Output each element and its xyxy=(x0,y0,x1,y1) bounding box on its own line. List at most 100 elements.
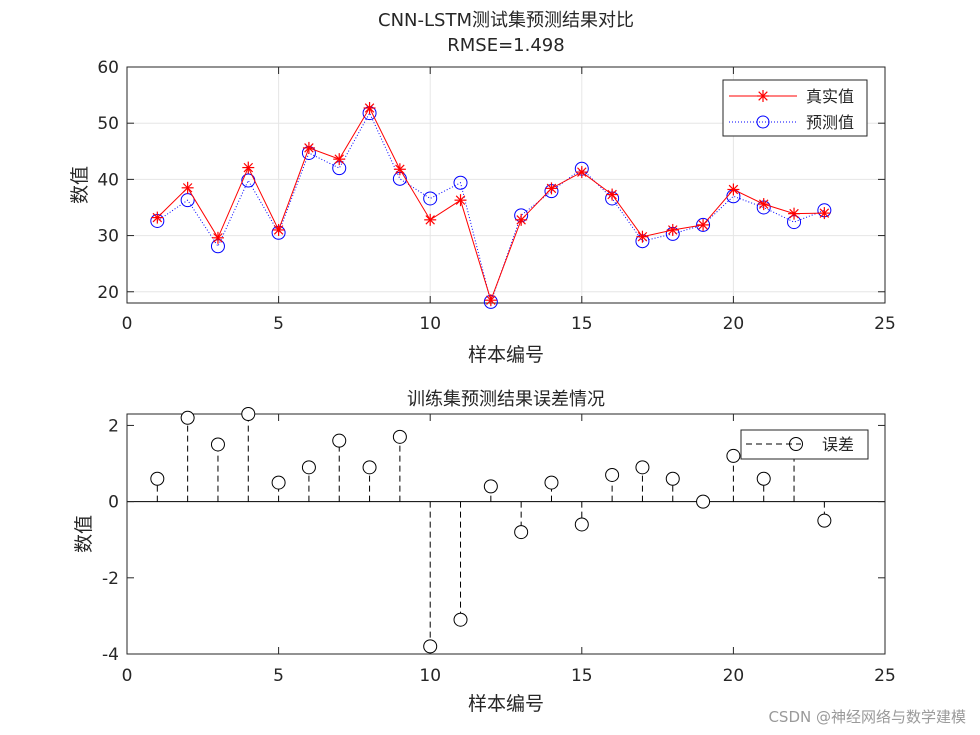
watermark: CSDN @神经网络与数学建模 xyxy=(768,708,966,726)
top-ytick-label: 50 xyxy=(97,114,119,134)
actual-point xyxy=(818,207,831,220)
actual-point xyxy=(515,213,528,226)
bottom-chart-legend-box xyxy=(740,429,869,460)
top-chart: CNN-LSTM测试集预测结果对比 RMSE=1.498 0 5 10 15 20 25 2… xyxy=(69,10,896,366)
bottom-xtick-label: 5 xyxy=(273,666,284,686)
top-xtick-label: 5 xyxy=(273,314,284,334)
top-chart-subtitle: RMSE=1.498 xyxy=(447,35,564,56)
top-chart-title: CNN-LSTM测试集预测结果对比 xyxy=(378,10,634,31)
error-point xyxy=(392,429,407,444)
legend-label-actual: 真实值 xyxy=(806,87,854,106)
actual-point xyxy=(333,153,346,166)
bottom-chart-axes-box xyxy=(126,413,886,655)
actual-point-d2 xyxy=(637,231,648,242)
actual-point-d2 xyxy=(668,225,678,235)
actual-point xyxy=(424,213,437,226)
top-chart-legend-box xyxy=(722,79,868,137)
bottom-xtick-label: 15 xyxy=(571,666,593,686)
legend-error-marker xyxy=(789,437,803,451)
error-point xyxy=(605,467,620,482)
actual-point xyxy=(484,294,497,307)
actual-point-d2 xyxy=(698,220,708,230)
bottom-chart-ylabel: 数值 xyxy=(73,515,95,553)
error-point xyxy=(210,437,225,452)
predicted-point xyxy=(453,175,468,190)
top-chart-xlabel: 样本编号 xyxy=(468,344,544,366)
bottom-xtick-label: 10 xyxy=(419,666,441,686)
actual-point xyxy=(636,230,649,243)
error-point xyxy=(574,517,589,532)
actual-point xyxy=(393,163,406,176)
error-point xyxy=(483,479,498,494)
bottom-xtick-label: 25 xyxy=(874,666,896,686)
bottom-xtick-label: 20 xyxy=(723,666,745,686)
top-xtick-label: 20 xyxy=(723,314,745,334)
bottom-chart-legend: 误差 xyxy=(740,429,869,460)
top-ytick-label: 30 xyxy=(97,227,119,247)
error-point xyxy=(180,410,195,425)
actual-point-d2 xyxy=(455,195,466,205)
actual-point-d2 xyxy=(334,154,344,164)
actual-point xyxy=(757,198,770,211)
actual-point-d2 xyxy=(182,183,193,193)
top-chart-axes-box xyxy=(126,66,886,304)
error-point xyxy=(726,448,741,463)
predicted-series-line xyxy=(157,111,825,304)
top-xtick-label: 10 xyxy=(419,314,441,334)
bottom-chart-title: 训练集预测结果误差情况 xyxy=(407,389,605,410)
bottom-ytick-label: 2 xyxy=(108,416,119,436)
actual-point-d2 xyxy=(789,208,799,219)
legend-label-error: 误差 xyxy=(822,435,854,454)
top-chart-ticks: 0 5 10 15 20 25 20 30 40 50 60 xyxy=(97,58,895,334)
error-point xyxy=(332,433,347,448)
top-xtick-label: 0 xyxy=(122,314,133,334)
actual-point xyxy=(697,218,710,231)
actual-point xyxy=(606,188,619,201)
bottom-chart-xlabel: 样本编号 xyxy=(468,693,544,715)
error-point xyxy=(241,407,256,421)
bottom-ytick-label: -2 xyxy=(102,569,119,589)
actual-series-line xyxy=(156,106,825,302)
error-point xyxy=(817,513,832,528)
actual-point xyxy=(454,194,467,207)
actual-point-d2 xyxy=(516,215,526,225)
actual-point-d2 xyxy=(728,184,739,195)
error-point xyxy=(665,471,680,486)
actual-point-d2 xyxy=(546,183,557,194)
actual-point xyxy=(788,207,801,220)
actual-point xyxy=(545,182,558,195)
actual-point-d2 xyxy=(364,103,375,113)
error-point xyxy=(271,475,286,490)
error-point xyxy=(756,471,771,486)
legend-circle-marker xyxy=(756,115,770,129)
legend-label-predicted: 预测值 xyxy=(806,113,854,132)
actual-point-d2 xyxy=(152,212,163,223)
actual-point-d2 xyxy=(819,208,830,218)
top-ytick-label: 20 xyxy=(97,283,119,303)
bottom-chart: 训练集预测结果误差情况 0 5 10 15 20 25 -4 -2 0 2 样本编号 数值 误差 xyxy=(73,389,896,715)
actual-point-d2 xyxy=(395,164,405,175)
actual-point-d2 xyxy=(243,162,254,173)
top-ytick-label: 40 xyxy=(97,170,119,190)
actual-point xyxy=(151,211,164,224)
error-point xyxy=(544,475,559,490)
error-point xyxy=(301,460,316,475)
top-xtick-label: 25 xyxy=(874,314,896,334)
actual-point-d2 xyxy=(607,189,617,200)
legend-asterisk-d2 xyxy=(758,91,768,101)
actual-point xyxy=(242,161,255,174)
legend-asterisk-marker xyxy=(757,90,769,102)
top-ytick-label: 60 xyxy=(97,58,119,78)
legend-asterisk xyxy=(757,90,769,102)
actual-point-d2 xyxy=(304,143,314,153)
actual-point-d2 xyxy=(425,215,435,225)
predicted-point xyxy=(423,191,438,206)
bottom-xtick-label: 0 xyxy=(122,666,133,686)
error-point xyxy=(150,471,165,486)
actual-point xyxy=(666,223,679,236)
error-point xyxy=(514,525,529,540)
error-point xyxy=(696,494,711,509)
actual-point xyxy=(575,166,588,179)
actual-point-d2 xyxy=(273,225,284,235)
